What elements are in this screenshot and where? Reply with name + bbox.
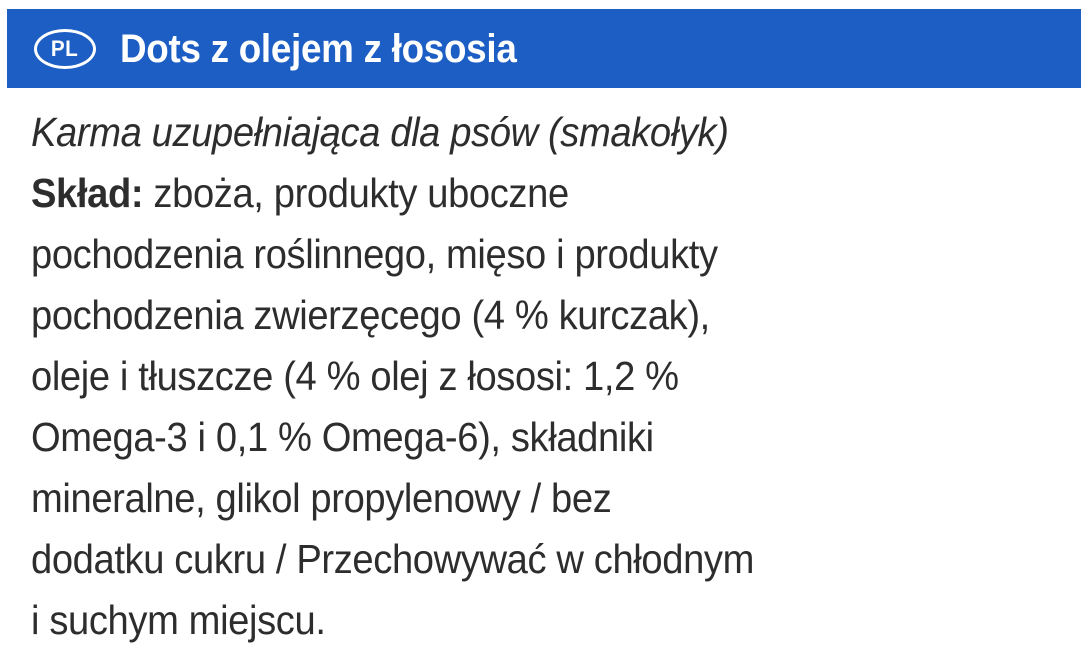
- country-code-oval-icon: PL: [34, 28, 96, 69]
- ingredients-line-3: pochodzenia roślinnego, mięso i produkty: [31, 231, 718, 277]
- ingredients-first-line-rest: zboża, produkty uboczne: [143, 170, 569, 216]
- ingredients-line-4: pochodzenia zwierzęcego (4 % kurczak),: [31, 292, 710, 338]
- ingredients-line-6: Omega-3 i 0,1 % Omega-6), składniki: [31, 414, 654, 460]
- ingredients-text-block: Karma uzupełniająca dla psów (smakołyk) …: [31, 102, 1061, 651]
- ingredients-line-9: i suchym miejscu.: [31, 597, 326, 643]
- product-title: Dots z olejem z łososia: [120, 26, 517, 71]
- ingredients-term-label: Skład:: [31, 170, 144, 216]
- ingredients-first-line: Skład: zboża, produkty uboczne: [31, 163, 989, 224]
- language-header-bar: PL Dots z olejem z łososia: [7, 9, 1081, 88]
- ingredients-line-7: mineralne, glikol propylenowy / bez: [31, 475, 612, 521]
- ingredients-line-5: oleje i tłuszcze (4 % olej z łososi: 1,2…: [31, 353, 679, 399]
- ingredients-line-8: dodatku cukru / Przechowywać w chłodnym: [31, 536, 755, 582]
- product-subtitle-line: Karma uzupełniająca dla psów (smakołyk): [31, 109, 729, 155]
- country-code-label: PL: [51, 35, 79, 61]
